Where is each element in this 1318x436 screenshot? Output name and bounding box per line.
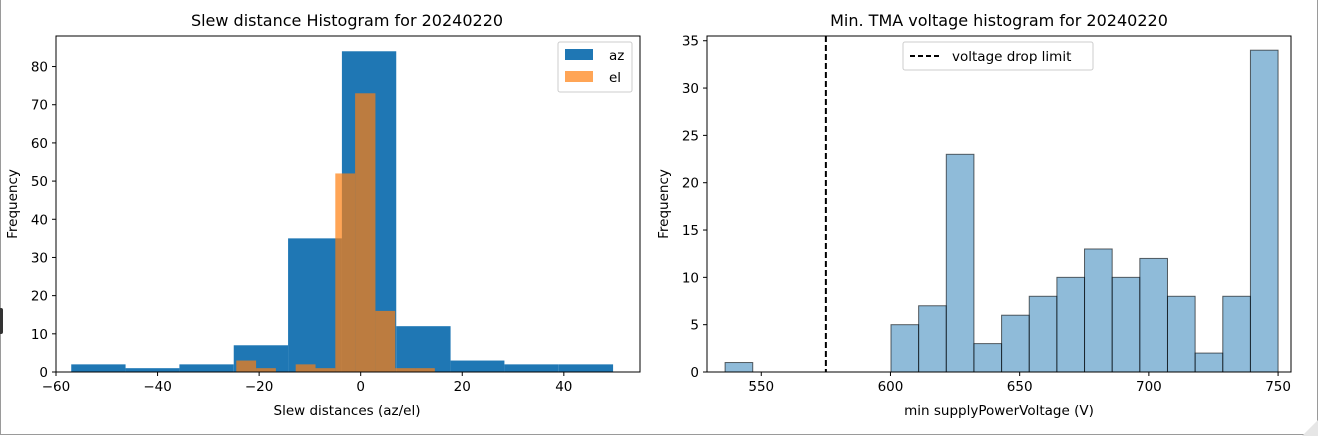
x-ticks: 550 600 650 700 750 <box>748 372 1291 395</box>
x-tick-label-2: −20 <box>245 379 274 395</box>
x-ticks: −60 −40 −20 0 20 40 <box>42 372 573 395</box>
y-tick-label-4: 40 <box>31 212 48 228</box>
bar-series0-8 <box>946 154 974 372</box>
bar-az-6 <box>396 326 450 372</box>
legend-swatch-az <box>565 49 593 60</box>
bar-el-8 <box>395 368 415 372</box>
y-axis-label: Frequency <box>5 169 21 239</box>
bar-az-4 <box>288 238 342 372</box>
y-tick-label-6: 60 <box>31 136 48 152</box>
axes-frame <box>707 36 1291 372</box>
y-tick-label-8: 80 <box>31 60 48 76</box>
y-tick-label-7: 70 <box>31 98 48 114</box>
bar-series0-14 <box>1112 277 1140 372</box>
x-tick-label-5: 40 <box>555 379 572 395</box>
bar-series0-6 <box>891 325 919 372</box>
bar-el-5 <box>335 173 355 372</box>
y-ticks: 0 5 10 15 20 25 30 35 <box>682 34 707 381</box>
bar-series0-17 <box>1195 353 1223 372</box>
x-tick-label-4: 20 <box>454 379 471 395</box>
bar-az-8 <box>504 364 558 372</box>
bar-el-3 <box>296 364 316 372</box>
legend-label-el: el <box>609 70 621 86</box>
bar-el-6 <box>355 93 375 372</box>
bar-series0-0 <box>725 363 753 372</box>
y-tick-label-2: 20 <box>31 289 48 305</box>
bar-el-1 <box>256 368 276 372</box>
bars-group <box>725 50 1278 372</box>
x-tick-label-1: 600 <box>878 379 904 395</box>
bar-series0-10 <box>1002 315 1030 372</box>
chart-slew-distance: Slew distance Histogram for 20240220 −60… <box>5 11 640 419</box>
legend-label-voltage-drop-limit: voltage drop limit <box>952 49 1071 65</box>
y-axis-label: Frequency <box>656 169 672 239</box>
bar-series0-15 <box>1140 258 1168 372</box>
legend-label-az: az <box>609 48 624 64</box>
x-tick-label-3: 700 <box>1136 379 1162 395</box>
y-tick-label-3: 30 <box>31 250 48 266</box>
bar-series0-18 <box>1223 296 1251 372</box>
chart-title: Min. TMA voltage histogram for 20240220 <box>830 11 1168 30</box>
bar-series0-11 <box>1029 296 1057 372</box>
y-tick-label-2: 10 <box>682 270 699 286</box>
x-tick-label-4: 750 <box>1265 379 1291 395</box>
bar-series0-9 <box>974 344 1002 372</box>
x-tick-label-1: −40 <box>143 379 172 395</box>
bar-az-1 <box>126 368 180 372</box>
legend: voltage drop limit <box>903 42 1093 70</box>
bar-el-4 <box>315 368 335 372</box>
legend-swatch-el <box>565 71 593 82</box>
legend: az el <box>558 42 632 92</box>
bars-group <box>71 51 613 372</box>
y-tick-label-0: 0 <box>690 365 699 381</box>
bar-series0-7 <box>919 306 947 372</box>
x-axis-label: min supplyPowerVoltage (V) <box>904 403 1094 419</box>
x-tick-label-3: 0 <box>356 379 365 395</box>
y-tick-label-5: 25 <box>682 128 699 144</box>
x-tick-label-0: −60 <box>42 379 71 395</box>
chart-title: Slew distance Histogram for 20240220 <box>191 11 503 30</box>
bar-series0-13 <box>1085 249 1113 372</box>
bar-az-9 <box>559 364 613 372</box>
bar-az-0 <box>71 364 125 372</box>
y-tick-label-7: 35 <box>682 34 699 50</box>
bar-az-2 <box>179 364 233 372</box>
bar-series0-12 <box>1057 277 1085 372</box>
x-tick-label-0: 550 <box>748 379 774 395</box>
x-axis-label: Slew distances (az/el) <box>274 403 421 419</box>
y-tick-label-4: 20 <box>682 176 699 192</box>
bar-series0-19 <box>1250 50 1278 372</box>
bar-az-7 <box>451 361 505 372</box>
y-tick-label-0: 0 <box>39 365 48 381</box>
y-ticks: 0 10 20 30 40 50 60 70 80 <box>31 60 56 381</box>
bar-el-9 <box>415 368 435 372</box>
y-tick-label-3: 15 <box>682 223 699 239</box>
bar-series0-16 <box>1167 296 1195 372</box>
x-tick-label-2: 650 <box>1007 379 1033 395</box>
y-tick-label-5: 50 <box>31 174 48 190</box>
bar-el-7 <box>375 311 395 372</box>
y-tick-label-1: 5 <box>690 318 699 334</box>
bar-el-0 <box>236 361 256 372</box>
y-tick-label-6: 30 <box>682 81 699 97</box>
y-tick-label-1: 10 <box>31 327 48 343</box>
chart-tma-voltage: Min. TMA voltage histogram for 20240220 … <box>656 11 1291 419</box>
